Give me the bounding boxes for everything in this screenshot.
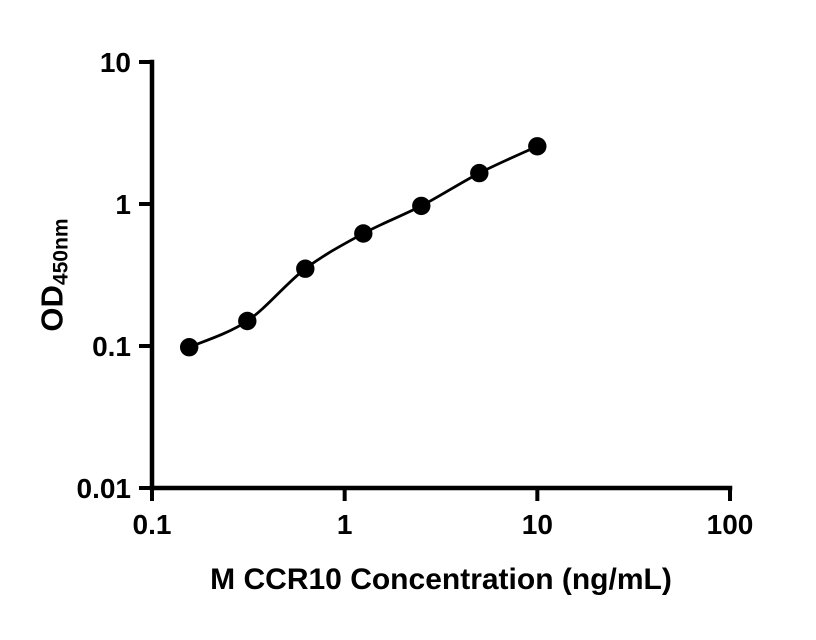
y-tick-label-3: 10 [100,47,131,78]
data-point-5 [470,163,489,183]
y-axis-title-sub: 450nm [49,218,73,286]
y-axis-title: OD450nm [35,218,74,331]
data-point-3 [354,224,373,243]
y-tick-label-0: 0.01 [77,473,132,504]
data-point-2 [296,259,315,278]
y-tick-label-2: 1 [115,189,131,220]
x-axis-title: M CCR10 Concentration (ng/mL) [210,563,672,596]
data-point-0 [180,338,199,357]
x-tick-label-3: 100 [707,509,754,540]
data-point-1 [238,311,257,331]
data-point-4 [412,196,431,216]
x-tick-label-1: 1 [337,509,353,540]
data-point-6 [528,137,547,156]
x-tick-label-2: 10 [522,509,553,540]
y-tick-label-1: 0.1 [92,331,131,362]
x-tick-label-0: 0.1 [133,509,172,540]
y-axis-title-main: OD [34,285,70,332]
